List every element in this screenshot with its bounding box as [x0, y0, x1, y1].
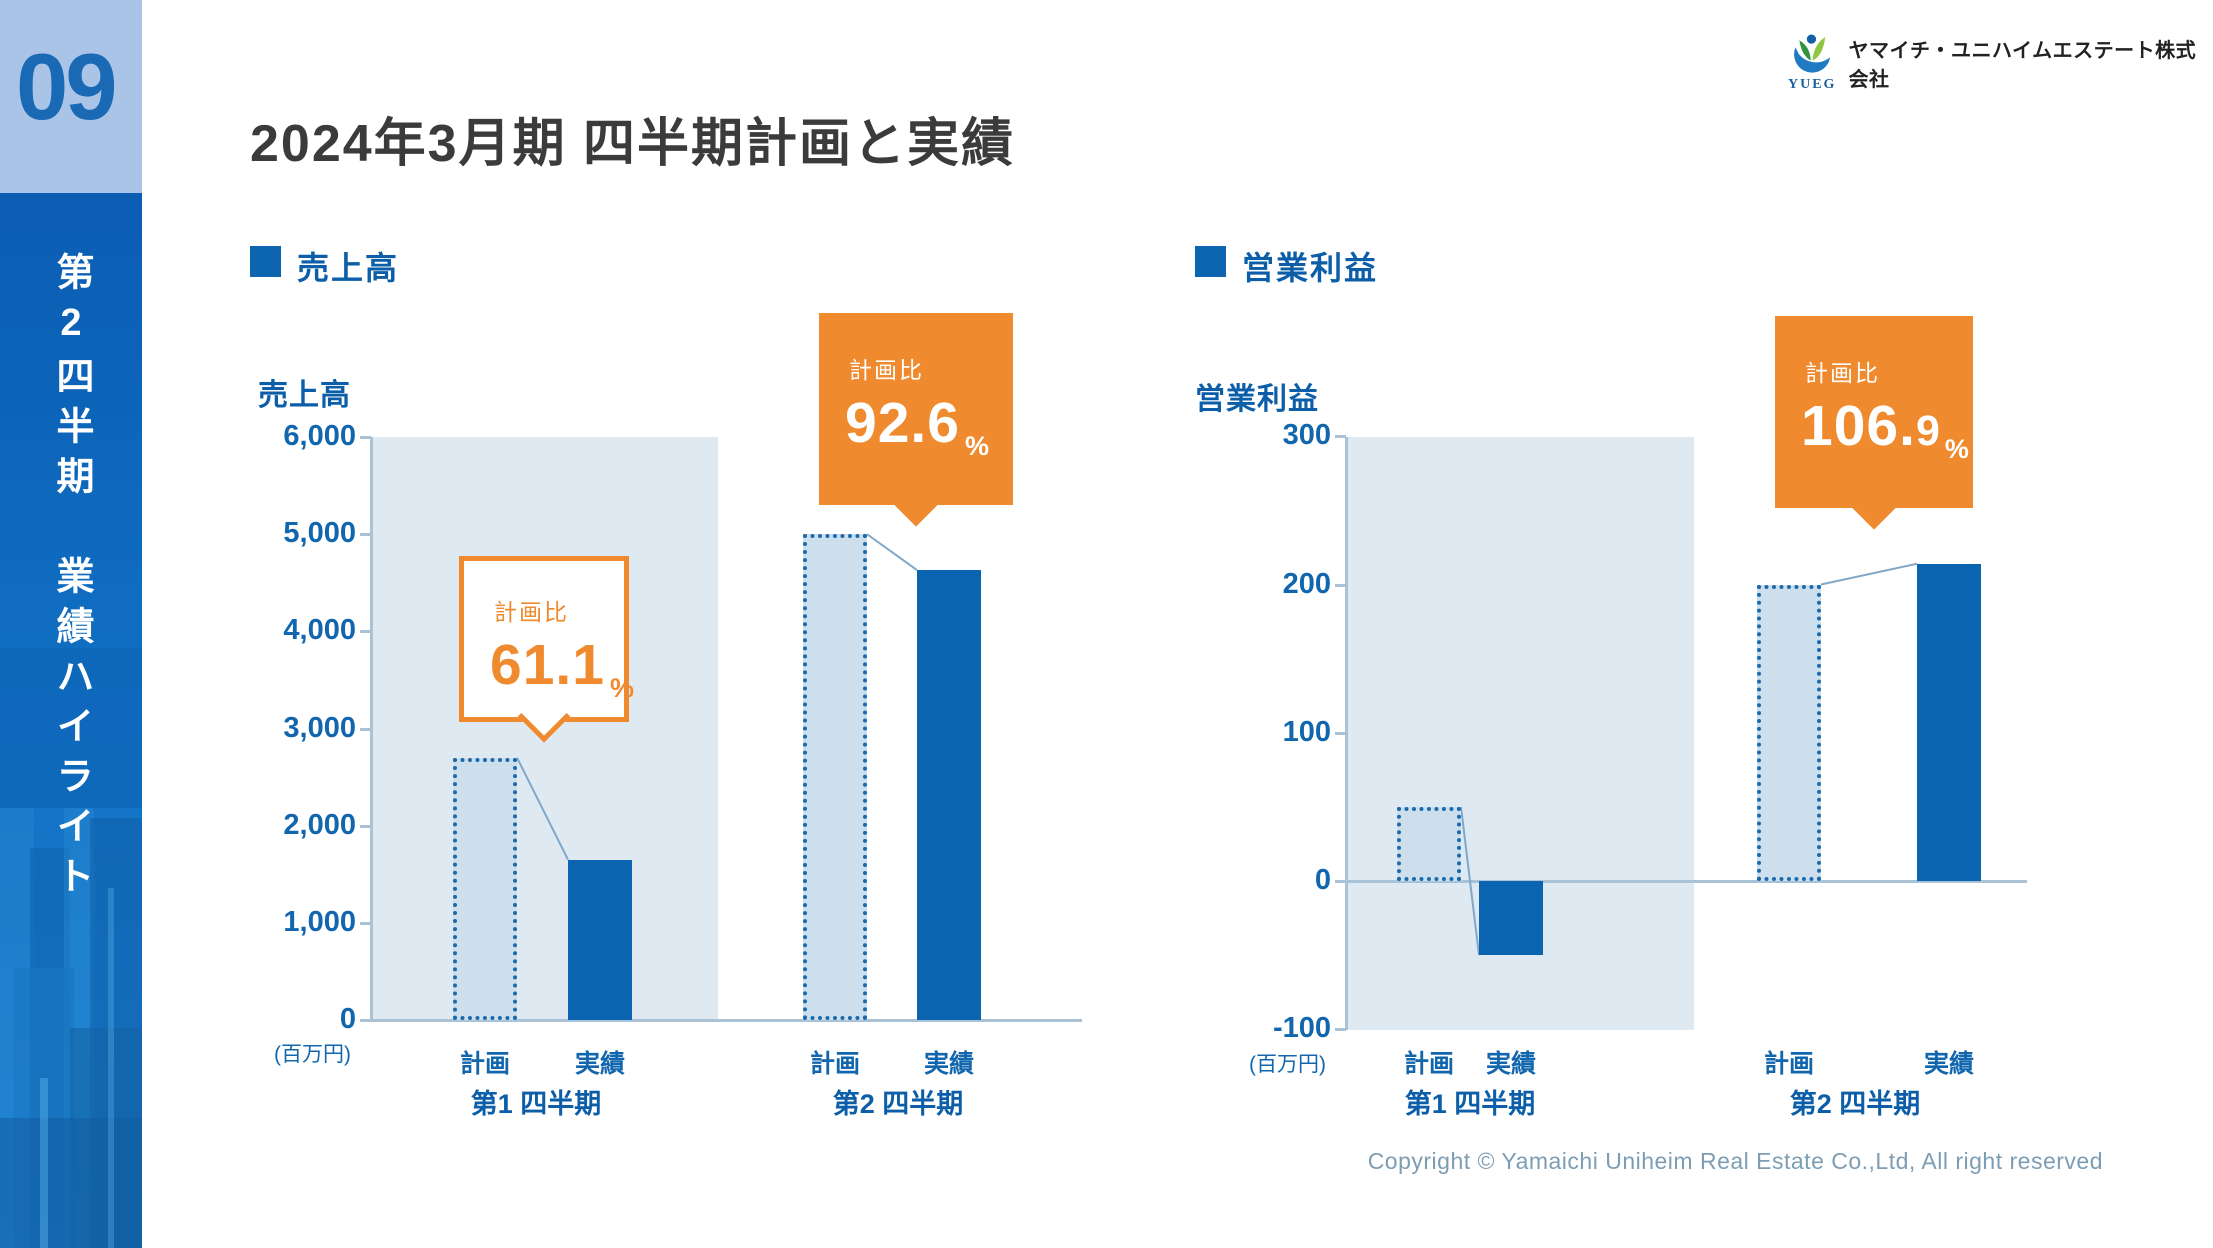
copyright: Copyright © Yamaichi Uniheim Real Estate… [1367, 1148, 2103, 1174]
chart-operating-profit: 営業利益 営業利益 300 200 100 0 -100 (百万円) 計画 実績 第1 四半期 計画実… [1195, 240, 2213, 1170]
ratio-callout: 計画比 92.6% [819, 313, 1013, 527]
ratio-callout: 計画比 61.1% [459, 556, 634, 743]
y-tick-label: 4,000 [283, 614, 356, 647]
callout-unit: % [1944, 434, 1969, 464]
y-tick-mark [1335, 1028, 1346, 1032]
callout-pointer [1851, 484, 1897, 530]
y-tick-mark [1335, 731, 1346, 735]
quarter-label: 第2 四半期 [1789, 1089, 1921, 1119]
axis-label: 営業利益 [1195, 383, 1319, 416]
actual-bar [1917, 563, 1981, 881]
callout-value-decimal: 9 [1915, 407, 1940, 455]
y-tick-label: 300 [1282, 419, 1331, 452]
y-tick-mark [360, 824, 371, 828]
page-number-block: 09 [0, 0, 142, 193]
plan-bar [803, 534, 867, 1020]
y-tick-label: 2,000 [283, 808, 356, 841]
chart-sales: 売上高 売上高 6,000 5,000 4,000 3,000 2,000 1,000 0 (百万… [250, 240, 1230, 1170]
connector-line [866, 533, 918, 571]
y-tick-label: 3,000 [283, 711, 356, 744]
callout-unit: % [609, 673, 634, 703]
y-axis-line [1345, 437, 1348, 1030]
plan-bar [1397, 806, 1461, 881]
plan-bar-label: 計画 [1403, 1050, 1455, 1078]
quarter-label: 第1 四半期 [1404, 1089, 1536, 1119]
connector-line [1820, 562, 1918, 586]
unit-label: (百万円) [1249, 1053, 1326, 1076]
y-tick-mark [1335, 583, 1346, 587]
y-tick-label: 5,000 [283, 517, 356, 550]
yueg-logo-icon [1794, 34, 1831, 73]
chart-title: 営業利益 [1242, 250, 1379, 286]
y-tick-mark [1335, 435, 1346, 439]
axis-label: 売上高 [258, 379, 351, 412]
callout-value: 106. [1801, 394, 1916, 458]
company-logo: YUEG ヤマイチ・ユニハイムエステート株式会社 [1788, 32, 2213, 93]
y-tick-mark [360, 1019, 371, 1022]
actual-bar-label: 実績 [1923, 1050, 1975, 1078]
callout-label: 計画比 [849, 357, 924, 383]
plan-bar-label: 計画 [459, 1050, 511, 1078]
quarter-label: 第2 四半期 [832, 1089, 964, 1119]
ratio-callout: 計画比 106.9% [1775, 316, 1973, 530]
y-tick-mark [360, 727, 371, 731]
callout-value: 92.6 [845, 391, 960, 455]
plan-bar [453, 757, 517, 1020]
y-tick-label: 100 [1282, 715, 1331, 748]
callout-value-row: 92.6% [845, 395, 1013, 460]
y-tick-mark [1335, 880, 1346, 883]
callout-label: 計画比 [494, 599, 569, 625]
callout-label: 計画比 [1805, 360, 1880, 386]
actual-bar-label: 実績 [574, 1050, 626, 1078]
logo-acronym: YUEG [1788, 77, 1837, 92]
y-tick-label: 0 [1314, 864, 1331, 896]
x-axis-line [370, 1019, 1082, 1022]
y-tick-label: -100 [1272, 1012, 1331, 1045]
actual-bar-label: 実績 [923, 1050, 975, 1078]
unit-label: (百万円) [274, 1043, 351, 1066]
plan-bar-label: 計画 [1763, 1050, 1815, 1078]
city-skyline-icon [0, 648, 142, 1248]
callout-value: 61.1 [490, 633, 605, 697]
actual-bar [917, 570, 981, 1020]
slide-title: 2024年3月期 四半期計画と実績 [250, 114, 1016, 173]
plan-bar [1757, 584, 1821, 881]
y-tick-mark [360, 533, 371, 537]
sidebar: 09 第2四半期 業績ハイライト [0, 0, 142, 1248]
section-bullet-square [250, 246, 281, 277]
y-tick-mark [360, 436, 371, 439]
page-number: 09 [16, 34, 118, 139]
chart-title: 売上高 [297, 250, 400, 286]
section-bullet-square [1195, 246, 1226, 277]
callout-value-row: 106.9% [1801, 398, 1973, 463]
quarter-label: 第1 四半期 [470, 1089, 602, 1119]
zero-line [1345, 880, 2027, 883]
sidebar-title: 第2四半期 業績ハイライト [50, 252, 92, 906]
y-axis-line [370, 437, 373, 1020]
y-tick-label: 200 [1282, 567, 1331, 600]
y-tick-label: 6,000 [283, 420, 356, 452]
y-tick-mark [360, 630, 371, 634]
y-tick-mark [360, 921, 371, 925]
company-name: ヤマイチ・ユニハイムエステート株式会社 [1848, 39, 2197, 91]
callout-value-row: 61.1% [490, 637, 634, 702]
actual-bar-label: 実績 [1485, 1050, 1537, 1078]
callout-pointer [893, 481, 939, 527]
y-tick-label: 1,000 [283, 905, 356, 938]
plan-bar-label: 計画 [809, 1050, 861, 1078]
actual-bar [1479, 881, 1543, 956]
callout-unit: % [964, 431, 989, 461]
actual-bar [568, 859, 632, 1020]
y-tick-label: 0 [339, 1003, 356, 1035]
